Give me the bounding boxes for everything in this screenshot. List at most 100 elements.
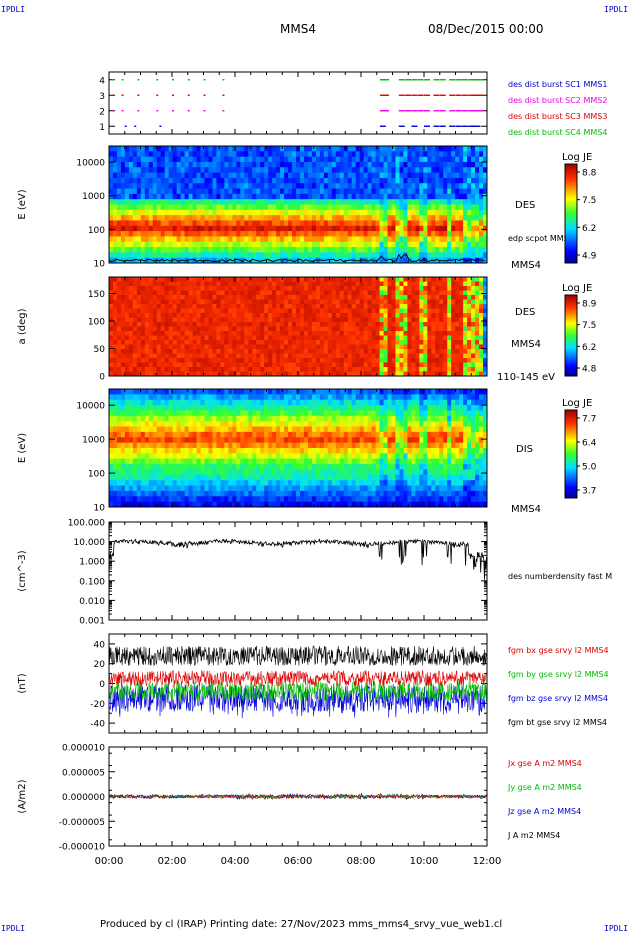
des-pitch-cell xyxy=(303,313,309,318)
des-energy-cell xyxy=(335,225,341,232)
des-energy-cell xyxy=(164,247,170,253)
des-energy-cell xyxy=(184,247,189,253)
des-pitch-cell xyxy=(196,295,201,300)
dis-energy-cell xyxy=(192,421,197,427)
des-energy-cell xyxy=(200,241,205,248)
des-pitch-cell xyxy=(483,277,488,282)
des-pitch-cell xyxy=(367,299,373,305)
des-pitch-cell xyxy=(387,362,392,368)
des-pitch-cell xyxy=(315,344,321,350)
des-pitch-cell xyxy=(367,322,373,327)
des-energy-cell xyxy=(343,252,349,259)
des-pitch-cell xyxy=(204,326,209,332)
des-pitch-cell xyxy=(128,349,134,354)
des-pitch-cell xyxy=(220,362,225,368)
des-pitch-cell xyxy=(335,304,341,309)
des-pitch-cell xyxy=(303,331,309,336)
des-pitch-cell xyxy=(192,299,197,305)
des-pitch-cell xyxy=(212,340,217,345)
des-energy-cell xyxy=(431,241,436,248)
des-pitch-cell xyxy=(172,304,178,309)
des-energy-cell xyxy=(144,188,150,195)
des-energy-cell xyxy=(184,188,189,195)
des-pitch-cell xyxy=(212,326,217,332)
des-pitch-cell xyxy=(299,317,305,323)
des-pitch-cell xyxy=(439,349,444,354)
des-energy-cell xyxy=(109,199,114,205)
availability-legend-label: des dist burst SC2 MMS2 xyxy=(508,96,607,105)
dis-energy-cell xyxy=(124,442,130,449)
des-energy-cell xyxy=(419,215,424,221)
des-pitch-cell xyxy=(439,290,444,296)
des-energy-cell xyxy=(256,204,261,211)
des-pitch-cell xyxy=(228,362,233,368)
des-energy-cell xyxy=(411,236,416,243)
des-energy-cell xyxy=(355,188,361,195)
des-energy-cell xyxy=(331,247,337,253)
des-pitch-cell xyxy=(232,344,237,350)
des-pitch-cell xyxy=(431,304,436,309)
des-energy-cell xyxy=(136,236,142,243)
des-pitch-cell xyxy=(124,353,130,359)
des-pitch-cell xyxy=(455,371,460,377)
des-energy-cell xyxy=(403,188,408,195)
des-energy-cell xyxy=(128,199,134,205)
des-energy-cell xyxy=(383,146,388,152)
des-energy-cell xyxy=(284,247,289,253)
des-pitch-cell xyxy=(176,304,182,309)
des-pitch-cell xyxy=(315,335,321,341)
des-pitch-cell xyxy=(240,349,245,354)
des-pitch-cell xyxy=(359,295,365,300)
des-energy-cell xyxy=(196,215,201,221)
des-energy-cell xyxy=(124,188,130,195)
des-energy-cell xyxy=(411,161,416,168)
des-energy-cell xyxy=(168,146,174,152)
des-pitch-cell xyxy=(471,358,476,363)
des-energy-cell xyxy=(216,231,221,237)
des-pitch-cell xyxy=(124,331,130,336)
des-energy-cell xyxy=(204,151,209,158)
des-pitch-cell xyxy=(116,304,122,309)
des-energy-cell xyxy=(228,146,233,152)
des-energy-cell xyxy=(403,241,408,248)
des-energy-cell xyxy=(156,156,162,163)
dis-energy-cell xyxy=(120,389,126,395)
des-pitch-cell xyxy=(264,313,269,318)
dis-energy-cell xyxy=(112,405,118,411)
dis-energy-cell xyxy=(116,458,122,465)
des-energy-cell xyxy=(451,241,456,248)
des-pitch-cell xyxy=(447,349,452,354)
des-energy-cell xyxy=(475,236,480,243)
des-pitch-cell xyxy=(156,340,162,345)
dis-energy-cell xyxy=(152,469,158,476)
des-energy-cell xyxy=(256,172,261,179)
des-pitch-cell xyxy=(296,344,301,350)
des-energy-cell xyxy=(407,204,412,211)
des-energy-cell xyxy=(367,183,373,189)
des-pitch-cell xyxy=(180,362,185,368)
des-pitch-cell xyxy=(140,290,146,296)
des-pitch-cell xyxy=(415,362,420,368)
des-energy-cell xyxy=(315,172,321,179)
des-pitch-cell xyxy=(128,304,134,309)
des-energy-cell xyxy=(483,156,488,163)
des-pitch-cell xyxy=(395,353,400,359)
dis-energy-cell xyxy=(176,469,182,476)
des-pitch-cell xyxy=(156,290,162,296)
des-pitch-cell xyxy=(228,353,233,359)
des-pitch-cell xyxy=(284,313,289,318)
des-pitch-cell xyxy=(459,308,464,314)
des-pitch-cell xyxy=(168,313,174,318)
dis-energy-cell xyxy=(112,431,118,438)
des-pitch-cell xyxy=(116,317,122,323)
des-pitch-cell xyxy=(252,371,257,377)
des-pitch-cell xyxy=(136,362,142,368)
des-pitch-cell xyxy=(168,304,174,309)
des-pitch-cell xyxy=(292,371,297,377)
des-pitch-cell xyxy=(236,335,241,341)
des-pitch-cell xyxy=(148,340,154,345)
des-energy-cell xyxy=(272,199,277,205)
des-pitch-cell xyxy=(280,362,285,368)
des-pitch-cell xyxy=(479,313,484,318)
des-pitch-cell xyxy=(331,308,337,314)
